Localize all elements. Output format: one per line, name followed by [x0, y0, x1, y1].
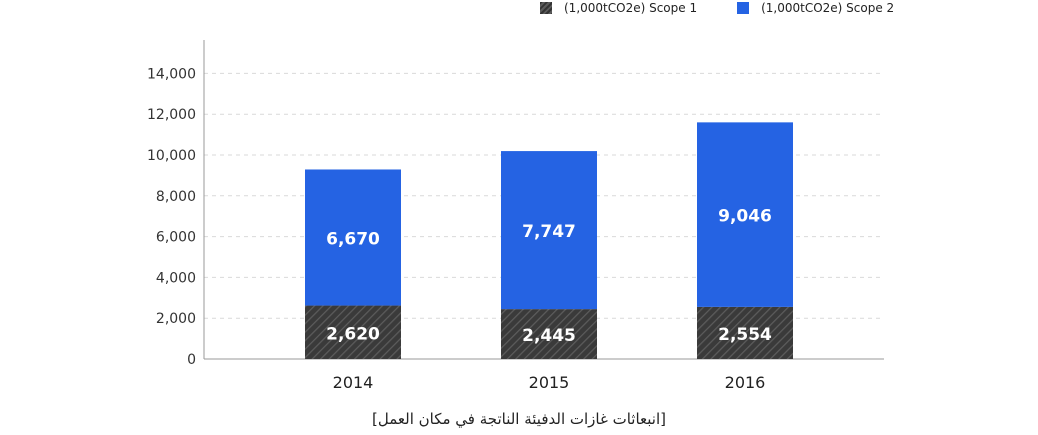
- x-tick-label-2014: 2014: [333, 373, 374, 392]
- data-label-scope2-2014: 6,670: [326, 230, 380, 250]
- bars: [305, 122, 793, 359]
- data-label-scope2-2015: 7,747: [522, 222, 576, 242]
- bar-scope2-2014: [305, 169, 401, 306]
- data-label-scope1-2015: 2,445: [522, 326, 576, 346]
- y-tick-label: 2,000: [156, 311, 196, 327]
- legend-label-scope1: (1,000tCO2e) Scope 1: [564, 1, 698, 15]
- y-tick-label: 14,000: [147, 66, 196, 82]
- data-label-scope2-2016: 9,046: [718, 207, 772, 227]
- bar-scope2-2015: [501, 151, 597, 310]
- y-tick-label: 0: [187, 352, 196, 368]
- y-tick-label: 8,000: [156, 189, 196, 205]
- legend-label-scope2: (1,000tCO2e) Scope 2: [761, 1, 895, 15]
- legend-swatch-scope2: [737, 2, 750, 14]
- legend: (1,000tCO2e) Scope 1 (1,000tCO2e) Scope …: [540, 0, 934, 16]
- y-tick-label: 12,000: [147, 107, 196, 123]
- bar-scope2-2016: [697, 122, 793, 307]
- chart-caption: [انبعاثات غازات الدفيئة الناتجة في مكان …: [372, 410, 666, 428]
- bar-chart: 02,0004,0006,0008,00010,00012,00014,000 …: [147, 40, 884, 392]
- data-label-scope1-2016: 2,554: [718, 325, 772, 345]
- legend-item-scope2: (1,000tCO2e) Scope 2: [737, 1, 894, 15]
- bar-scope1-2015: [501, 309, 597, 359]
- y-tick-label: 10,000: [147, 148, 196, 164]
- labels: 2,620 6,670 2014 2,445 7,747 2015 2,554 9,046 20…: [326, 207, 772, 392]
- data-label-scope1-2014: 2,620: [326, 324, 380, 344]
- y-tick-label: 6,000: [156, 230, 196, 246]
- y-tick-label: 4,000: [156, 270, 196, 286]
- legend-item-scope1: (1,000tCO2e) Scope 1: [540, 1, 697, 15]
- x-tick-label-2016: 2016: [725, 373, 766, 392]
- legend-swatch-scope1: [540, 2, 552, 14]
- bar-scope1-2014: [305, 305, 401, 359]
- x-tick-label-2015: 2015: [529, 373, 570, 392]
- bar-scope1-2016: [697, 306, 793, 359]
